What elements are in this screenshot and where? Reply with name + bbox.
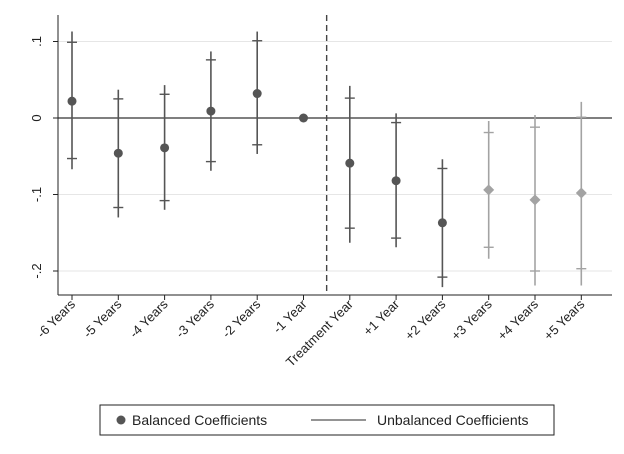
coefficient-point <box>160 143 170 153</box>
x-tick-label: +1 Year <box>360 296 403 339</box>
y-tick-label: -.2 <box>29 263 44 278</box>
x-tick-label: +2 Years <box>402 296 449 343</box>
coefficient-point <box>437 218 447 228</box>
x-tick-label: -5 Years <box>80 296 125 341</box>
coefficient-point <box>529 194 541 206</box>
data-marks <box>67 31 587 288</box>
legend: Balanced Coefficients Unbalanced Coeffic… <box>99 404 555 436</box>
x-tick-label: -4 Years <box>126 296 171 341</box>
x-tick-label: +3 Years <box>448 296 495 343</box>
coefficient-point <box>345 158 355 168</box>
legend-label-balanced: Balanced Coefficients <box>132 412 267 428</box>
x-tick-label: -2 Years <box>219 296 264 341</box>
x-tick-label: -3 Years <box>173 296 218 341</box>
coefficient-point <box>67 96 77 106</box>
legend-symbol-balanced <box>116 415 126 425</box>
legend-label-unbalanced: Unbalanced Coefficients <box>377 412 529 428</box>
y-tick-label: .1 <box>29 36 44 47</box>
y-tick-label: 0 <box>29 114 44 121</box>
x-tick-label: +4 Years <box>494 296 541 343</box>
coefficient-point <box>299 113 308 123</box>
x-tick-label: -6 Years <box>34 296 79 341</box>
coefficient-point <box>206 106 216 116</box>
axes <box>53 15 612 300</box>
coefficient-point <box>252 89 262 99</box>
coefficient-point <box>575 187 587 199</box>
tick-labels: .1 0 -.1 -.2 -6 Years -5 Years -4 Years -3 Year… <box>29 36 588 370</box>
y-tick-label: -.1 <box>29 187 44 202</box>
grid-lines <box>58 41 612 272</box>
coefficient-point <box>113 148 123 158</box>
coefficient-point <box>391 176 401 186</box>
x-tick-label: -1 Year <box>270 296 310 336</box>
coefficient-point <box>483 184 495 196</box>
x-tick-label: +5 Years <box>541 296 588 343</box>
